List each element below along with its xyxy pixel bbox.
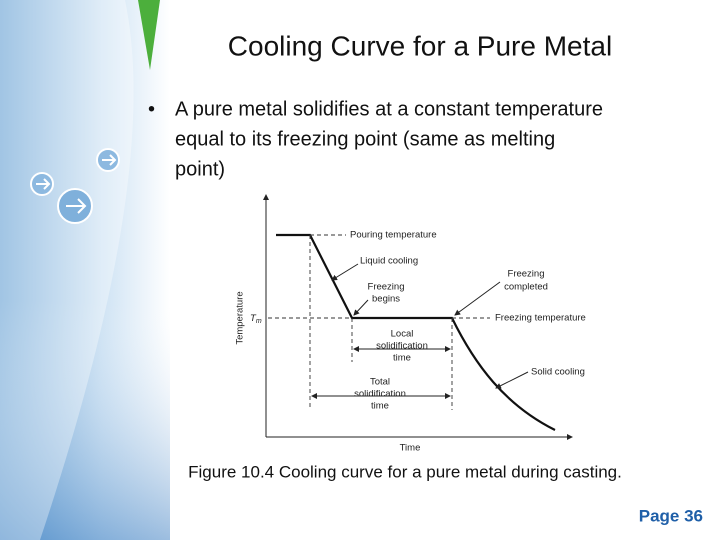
figure-label: time bbox=[371, 401, 389, 412]
guide-lines bbox=[268, 234, 490, 410]
x-axis-title: Time bbox=[400, 443, 421, 454]
pointer bbox=[495, 371, 529, 389]
slide-title: Cooling Curve for a Pure Metal bbox=[228, 30, 612, 61]
figure-label: Total bbox=[370, 377, 390, 388]
side-shade bbox=[0, 300, 170, 540]
arrow-icons bbox=[30, 148, 120, 224]
figure-label: Local bbox=[391, 329, 414, 340]
y-axis-title: Temperature bbox=[235, 291, 246, 344]
figure-label: solidification bbox=[354, 389, 406, 400]
figure-label: Pouring temperature bbox=[350, 230, 437, 241]
pointer bbox=[454, 281, 501, 316]
figure: Temperature Time Tm Pouring temperature … bbox=[228, 185, 603, 455]
figure-label: time bbox=[393, 353, 411, 364]
pointer bbox=[353, 299, 369, 316]
figure-label: Freezing bbox=[508, 269, 545, 280]
figure-label: Freezing bbox=[368, 282, 405, 293]
bullet-marker: • bbox=[148, 98, 155, 120]
tm-base: T bbox=[250, 313, 257, 324]
figure-label: Liquid cooling bbox=[360, 256, 418, 267]
figure-label: begins bbox=[372, 294, 400, 305]
figure-label: Freezing temperature bbox=[495, 313, 586, 324]
bullet-line: equal to its freezing point (same as mel… bbox=[175, 128, 555, 150]
tm-sub: m bbox=[256, 318, 262, 325]
bullet-line: A pure metal solidifies at a constant te… bbox=[175, 98, 603, 120]
figure-label: completed bbox=[504, 282, 548, 293]
figure-box bbox=[228, 185, 603, 455]
caption: Figure 10.4 Cooling curve for a pure met… bbox=[188, 462, 622, 481]
figure-label: Solid cooling bbox=[531, 367, 585, 378]
green-stripe bbox=[138, 0, 160, 70]
pointer bbox=[331, 263, 359, 281]
swoosh bbox=[0, 0, 134, 540]
figure-label: solidification bbox=[376, 341, 428, 352]
tm-label: Tm bbox=[250, 313, 262, 325]
bullet-line: point) bbox=[175, 158, 225, 180]
page-number: Page 36 bbox=[639, 506, 703, 525]
